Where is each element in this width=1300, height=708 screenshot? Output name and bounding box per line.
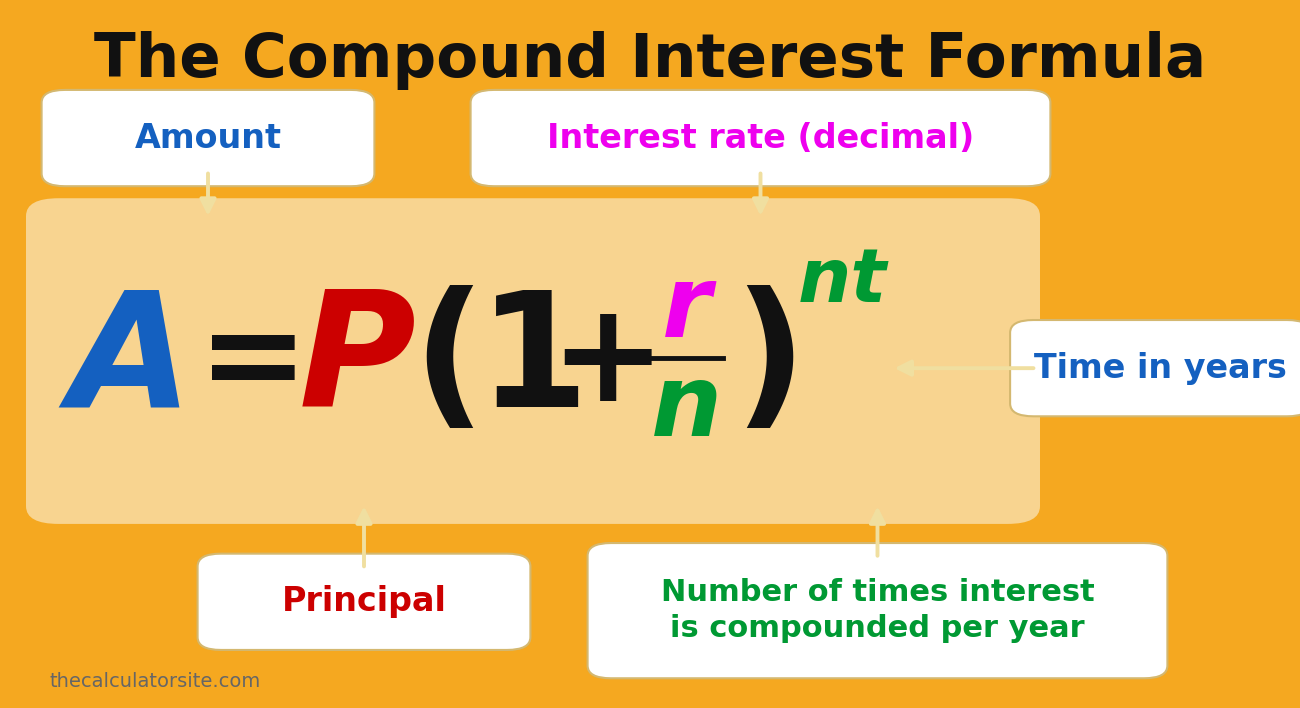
Text: A: A bbox=[68, 285, 192, 440]
Text: The Compound Interest Formula: The Compound Interest Formula bbox=[94, 30, 1206, 90]
Text: Time in years: Time in years bbox=[1034, 352, 1287, 384]
FancyBboxPatch shape bbox=[198, 554, 530, 650]
Text: ): ) bbox=[733, 285, 806, 440]
Text: 1: 1 bbox=[477, 285, 589, 440]
Text: P: P bbox=[299, 285, 416, 440]
Text: +: + bbox=[549, 295, 666, 430]
Text: (: ( bbox=[412, 285, 485, 440]
FancyBboxPatch shape bbox=[588, 543, 1167, 678]
FancyBboxPatch shape bbox=[471, 90, 1050, 186]
Text: =: = bbox=[198, 299, 309, 426]
Text: Amount: Amount bbox=[134, 122, 282, 154]
FancyBboxPatch shape bbox=[42, 90, 374, 186]
Text: Number of times interest
is compounded per year: Number of times interest is compounded p… bbox=[660, 578, 1095, 643]
Text: Interest rate (decimal): Interest rate (decimal) bbox=[547, 122, 974, 154]
Text: Principal: Principal bbox=[282, 586, 446, 618]
FancyBboxPatch shape bbox=[1010, 320, 1300, 416]
Text: nt: nt bbox=[798, 244, 887, 318]
Text: n: n bbox=[651, 360, 722, 457]
Text: thecalculatorsite.com: thecalculatorsite.com bbox=[49, 672, 260, 690]
FancyBboxPatch shape bbox=[26, 198, 1040, 524]
Text: r: r bbox=[662, 261, 711, 358]
